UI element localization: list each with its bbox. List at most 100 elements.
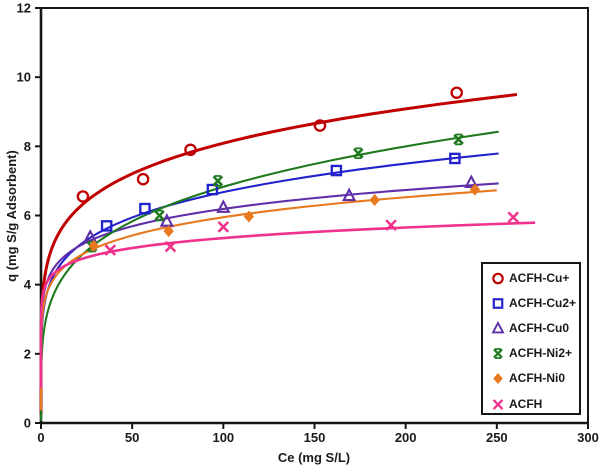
serif-glyph <box>455 133 462 146</box>
legend-label: ACFH-Cu2+ <box>509 295 577 310</box>
x-glyph <box>164 240 177 253</box>
filled-diamond-marker <box>163 225 174 238</box>
legend-item-ACFH-Ni0: ACFH-Ni0 <box>490 366 579 391</box>
legend-item-ACFH-Cu+: ACFH-Cu+ <box>490 265 579 290</box>
x-tick-label: 0 <box>37 430 44 445</box>
y-tick-label: 8 <box>24 139 31 154</box>
legend-label: ACFH <box>509 396 543 411</box>
x-glyph <box>493 348 503 359</box>
y-tick-label: 6 <box>24 208 31 223</box>
diamond-glyph <box>493 373 503 385</box>
diamond-glyph <box>243 210 255 223</box>
x-marker <box>492 398 504 410</box>
x-star-legend-icon <box>493 348 503 359</box>
x-marker <box>164 240 177 253</box>
legend-item-ACFH: ACFH <box>490 391 579 416</box>
open-square-marker <box>492 297 504 309</box>
x-marker <box>385 219 397 231</box>
open-circle-marker <box>136 172 150 186</box>
y-tick-label: 2 <box>24 346 31 361</box>
square-glyph <box>139 202 151 215</box>
trend-line-ACFH-Cu0 <box>39 182 499 407</box>
x-legend-icon <box>492 398 504 410</box>
trend-line-ACFH-Cu+ <box>39 93 518 416</box>
circle-glyph <box>313 119 327 132</box>
trend-line-ACFH-Cu2+ <box>39 152 499 417</box>
filled-diamond-legend-icon <box>493 373 503 385</box>
circle-glyph <box>492 272 504 284</box>
y-tick-label: 12 <box>17 1 31 16</box>
x-tick-label: 50 <box>125 430 139 445</box>
square-glyph <box>206 183 219 196</box>
open-circle-marker <box>184 143 197 157</box>
open-circle-marker <box>492 272 504 284</box>
triangle-glyph <box>464 174 479 188</box>
x-tick-label: 250 <box>486 430 508 445</box>
trend-line-ACFH-Ni0 <box>39 189 497 412</box>
y-axis-title: q (mg S/g Adsorbent) <box>4 150 19 282</box>
open-square-marker <box>139 202 151 215</box>
x-glyph <box>104 244 117 256</box>
legend-item-ACFH-Cu2+: ACFH-Cu2+ <box>490 290 579 315</box>
x-glyph <box>352 147 364 159</box>
y-tick-label: 4 <box>24 277 32 292</box>
y-tick-label: 0 <box>24 416 31 431</box>
triangle-glyph <box>159 213 174 227</box>
open-square-marker <box>100 220 113 232</box>
legend-label: ACFH-Cu+ <box>509 270 570 285</box>
serif-glyph <box>494 348 502 359</box>
serif-glyph <box>354 147 362 160</box>
legend-label: ACFH-Ni0 <box>509 371 565 386</box>
square-glyph <box>330 164 343 177</box>
open-triangle-marker <box>159 213 174 227</box>
x-tick-label: 200 <box>395 430 417 445</box>
open-square-marker <box>330 164 343 177</box>
x-glyph <box>453 134 464 145</box>
x-glyph <box>154 210 165 221</box>
legend-label: ACFH-Ni2+ <box>509 346 573 361</box>
serif-glyph <box>156 209 163 222</box>
x-marker <box>217 221 230 233</box>
legend-item-ACFH-Cu0: ACFH-Cu0 <box>490 315 579 340</box>
open-square-marker <box>449 152 461 165</box>
filled-diamond-marker <box>493 373 503 385</box>
open-triangle-marker <box>216 199 231 213</box>
open-triangle-marker <box>342 187 357 202</box>
legend-item-ACFH-Ni2+: ACFH-Ni2+ <box>490 341 579 366</box>
diamond-glyph <box>369 193 380 206</box>
x-tick-label: 100 <box>212 430 234 445</box>
open-circle-marker <box>450 86 463 100</box>
filled-diamond-marker <box>369 193 380 206</box>
legend-label: ACFH-Cu0 <box>509 320 569 335</box>
circle-glyph <box>450 86 463 100</box>
y-tick-label: 10 <box>17 70 31 85</box>
diamond-glyph <box>88 239 100 252</box>
square-glyph <box>449 152 461 165</box>
x-marker <box>507 211 520 224</box>
filled-diamond-marker <box>88 239 100 252</box>
x-glyph <box>212 175 224 187</box>
x-axis-title: Ce (mg S/L) <box>278 450 350 465</box>
x-glyph <box>492 398 504 410</box>
open-circle-marker <box>76 190 90 203</box>
x-star-marker <box>453 133 464 146</box>
open-square-legend-icon <box>492 297 504 309</box>
trend-line-ACFH-Ni2+ <box>39 130 499 422</box>
open-square-marker <box>206 183 219 196</box>
x-tick-label: 150 <box>304 430 326 445</box>
filled-diamond-marker <box>243 210 255 223</box>
x-glyph <box>217 221 230 233</box>
open-circle-marker <box>313 119 327 132</box>
x-glyph <box>507 211 520 224</box>
open-triangle-legend-icon <box>491 320 505 334</box>
diamond-glyph <box>163 225 174 238</box>
open-circle-legend-icon <box>492 272 504 284</box>
x-marker <box>104 244 117 256</box>
trend-line-ACFH <box>39 221 536 389</box>
open-triangle-marker <box>464 174 479 188</box>
triangle-glyph <box>342 187 357 202</box>
serif-glyph <box>214 175 222 187</box>
square-glyph <box>100 220 113 232</box>
